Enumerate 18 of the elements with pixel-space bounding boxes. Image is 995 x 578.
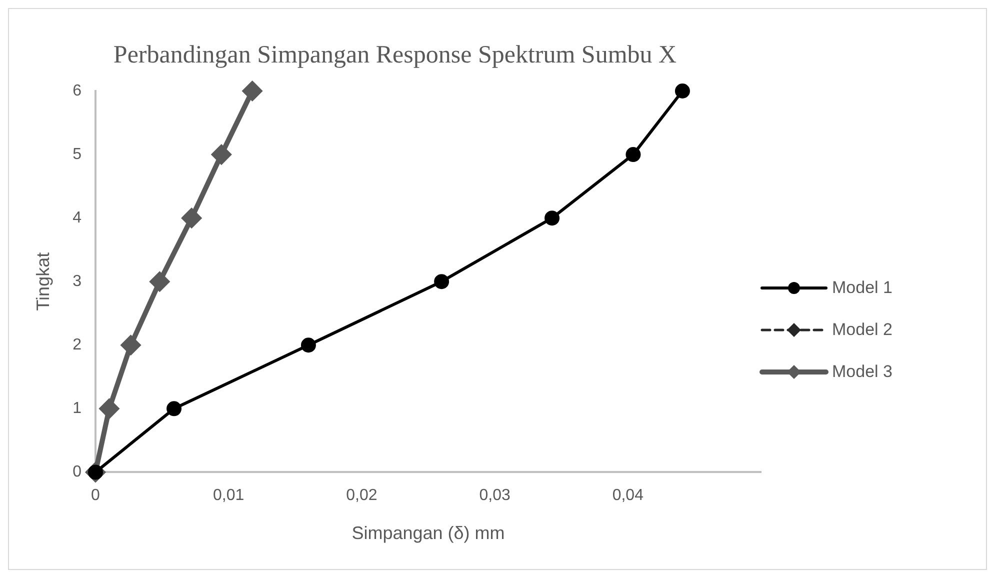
y-tick-label: 5 <box>72 146 82 163</box>
y-axis-title: Tingkat <box>32 252 53 311</box>
x-tick-label: 0 <box>91 487 100 504</box>
y-tick-label: 3 <box>72 273 82 290</box>
legend-label: Model 3 <box>832 362 892 382</box>
x-axis-title: Simpangan (δ) mm <box>352 523 505 544</box>
x-tick-label: 0,04 <box>612 487 644 504</box>
legend-label: Model 2 <box>832 320 892 340</box>
y-tick-label: 4 <box>72 209 82 226</box>
legend-label: Model 1 <box>832 278 892 298</box>
chart-title: Perbandingan Simpangan Response Spektrum Sumbu X <box>113 42 677 69</box>
x-tick-label: 0,01 <box>213 487 244 504</box>
y-tick-label: 1 <box>72 400 82 418</box>
x-tick-label: 0,03 <box>479 487 510 504</box>
y-tick-label: 6 <box>72 82 82 100</box>
y-tick-label: 0 <box>72 464 82 481</box>
x-tick-label: 0,02 <box>346 487 378 504</box>
y-tick-label: 2 <box>72 336 82 354</box>
